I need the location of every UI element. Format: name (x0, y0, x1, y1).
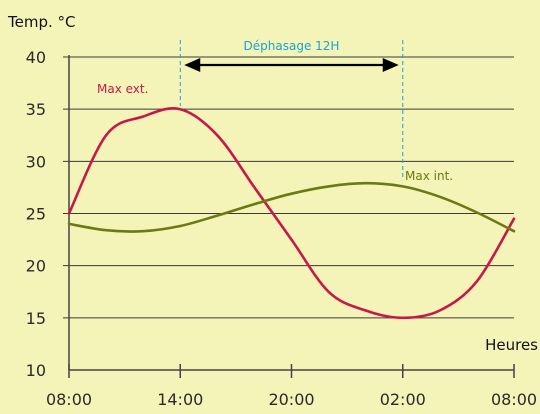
x-tick-label: 08:00 (491, 390, 537, 409)
y-tick-label: 35 (26, 100, 46, 119)
series-line (67, 181, 516, 233)
y-axis-title: Temp. °C (7, 13, 76, 31)
series-lines (67, 107, 516, 320)
x-tick-label: 08:00 (46, 390, 92, 409)
y-tick-label: 25 (26, 205, 46, 224)
x-tick-label: 02:00 (380, 390, 426, 409)
series-line (67, 107, 516, 320)
series-labels: Max ext. Max int. (97, 82, 453, 183)
x-tick-label: 14:00 (157, 390, 203, 409)
y-tick-labels: 10 15 20 25 30 35 40 (26, 48, 46, 380)
phase-arrow-head-right (382, 58, 399, 72)
y-tick-label: 30 (26, 152, 46, 171)
x-tick-label: 20:00 (268, 390, 314, 409)
series-label: Max int. (405, 169, 453, 183)
series-label: Max ext. (97, 82, 148, 96)
gridlines (63, 56, 514, 319)
x-tick-labels: 08:00 14:00 20:00 02:00 08:00 (46, 364, 537, 409)
y-tick-label: 20 (26, 257, 46, 276)
phase-arrow-head-left (184, 58, 201, 72)
y-tick-label: 40 (26, 48, 46, 67)
x-axis-title: Heures (485, 336, 538, 354)
y-tick-label: 10 (26, 361, 46, 380)
phase-annotation: Déphasage 12H (179, 39, 404, 180)
y-tick-label: 15 (26, 309, 46, 328)
phase-label: Déphasage 12H (244, 39, 340, 53)
